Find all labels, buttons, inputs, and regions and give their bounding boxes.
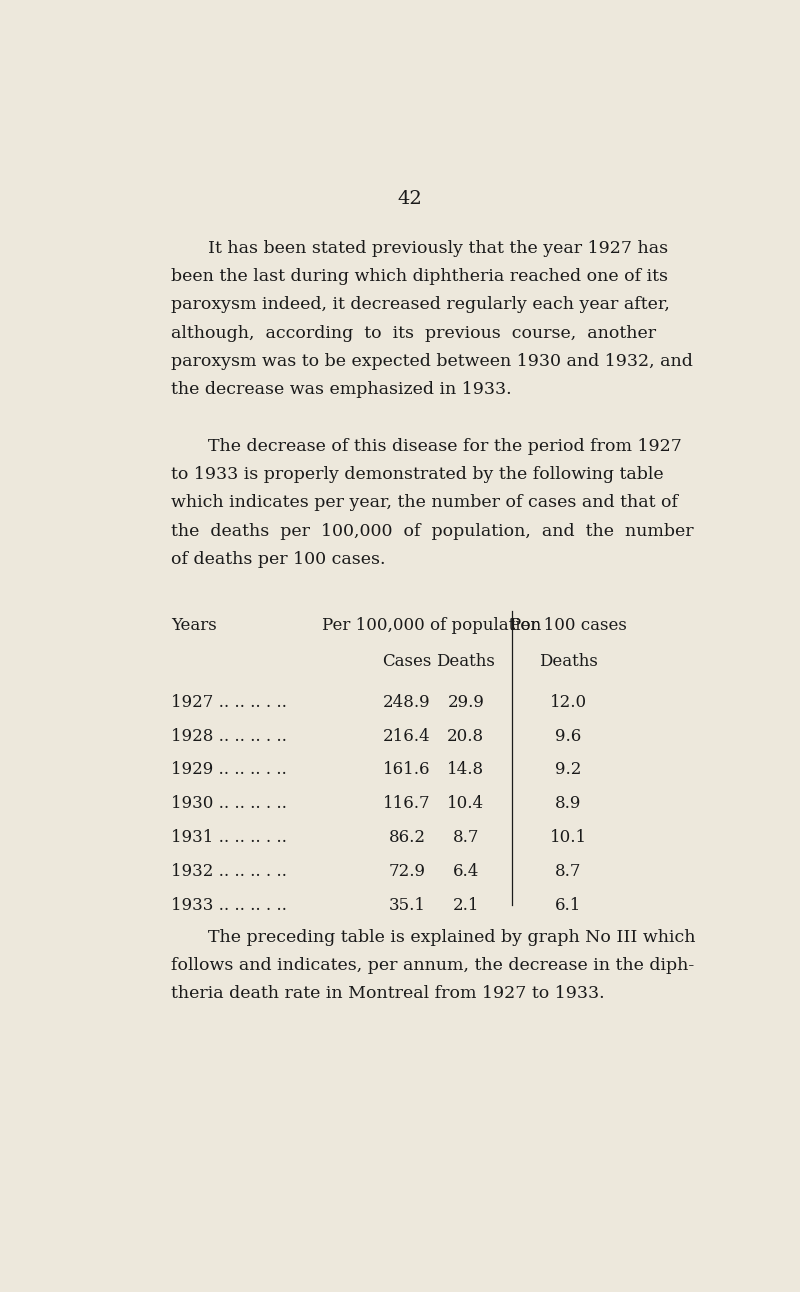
Text: 6.4: 6.4: [453, 863, 479, 880]
Text: 20.8: 20.8: [447, 727, 484, 744]
Text: theria death rate in Montreal from 1927 to 1933.: theria death rate in Montreal from 1927 …: [171, 986, 605, 1003]
Text: although,  according  to  its  previous  course,  another: although, according to its previous cour…: [171, 324, 657, 341]
Text: 72.9: 72.9: [389, 863, 426, 880]
Text: 10.1: 10.1: [550, 829, 586, 846]
Text: Deaths: Deaths: [436, 654, 495, 671]
Text: 9.6: 9.6: [555, 727, 582, 744]
Text: the  deaths  per  100,000  of  population,  and  the  number: the deaths per 100,000 of population, an…: [171, 523, 694, 540]
Text: of deaths per 100 cases.: of deaths per 100 cases.: [171, 550, 386, 568]
Text: 29.9: 29.9: [447, 694, 484, 711]
Text: to 1933 is properly demonstrated by the following table: to 1933 is properly demonstrated by the …: [171, 466, 664, 483]
Text: 8.9: 8.9: [555, 795, 582, 813]
Text: which indicates per year, the number of cases and that of: which indicates per year, the number of …: [171, 495, 678, 512]
Text: 9.2: 9.2: [555, 761, 582, 778]
Text: 6.1: 6.1: [555, 897, 582, 913]
Text: It has been stated previously that the year 1927 has: It has been stated previously that the y…: [209, 239, 669, 257]
Text: 10.4: 10.4: [447, 795, 484, 813]
Text: 86.2: 86.2: [389, 829, 426, 846]
Text: Per 100,000 of population: Per 100,000 of population: [322, 618, 542, 634]
Text: Deaths: Deaths: [538, 654, 598, 671]
Text: 161.6: 161.6: [383, 761, 430, 778]
Text: been the last during which diphtheria reached one of its: been the last during which diphtheria re…: [171, 267, 668, 286]
Text: 1933 .. .. .. . ..: 1933 .. .. .. . ..: [171, 897, 287, 913]
Text: 1932 .. .. .. . ..: 1932 .. .. .. . ..: [171, 863, 287, 880]
Text: 1930 .. .. .. . ..: 1930 .. .. .. . ..: [171, 795, 287, 813]
Text: 12.0: 12.0: [550, 694, 586, 711]
Text: 35.1: 35.1: [389, 897, 426, 913]
Text: the decrease was emphasized in 1933.: the decrease was emphasized in 1933.: [171, 381, 512, 398]
Text: 1927 .. .. .. . ..: 1927 .. .. .. . ..: [171, 694, 287, 711]
Text: 42: 42: [398, 190, 422, 208]
Text: The decrease of this disease for the period from 1927: The decrease of this disease for the per…: [209, 438, 682, 455]
Text: 116.7: 116.7: [383, 795, 430, 813]
Text: Per 100 cases: Per 100 cases: [510, 618, 626, 634]
Text: 2.1: 2.1: [453, 897, 479, 913]
Text: 8.7: 8.7: [453, 829, 479, 846]
Text: 216.4: 216.4: [383, 727, 430, 744]
Text: Cases: Cases: [382, 654, 431, 671]
Text: paroxysm was to be expected between 1930 and 1932, and: paroxysm was to be expected between 1930…: [171, 353, 693, 370]
Text: 14.8: 14.8: [447, 761, 484, 778]
Text: follows and indicates, per annum, the decrease in the diph-: follows and indicates, per annum, the de…: [171, 957, 694, 974]
Text: 1929 .. .. .. . ..: 1929 .. .. .. . ..: [171, 761, 287, 778]
Text: 8.7: 8.7: [555, 863, 582, 880]
Text: The preceding table is explained by graph No III which: The preceding table is explained by grap…: [209, 929, 696, 946]
Text: paroxysm indeed, it decreased regularly each year after,: paroxysm indeed, it decreased regularly …: [171, 296, 670, 313]
Text: 1928 .. .. .. . ..: 1928 .. .. .. . ..: [171, 727, 287, 744]
Text: 1931 .. .. .. . ..: 1931 .. .. .. . ..: [171, 829, 287, 846]
Text: Years: Years: [171, 618, 217, 634]
Text: 248.9: 248.9: [383, 694, 430, 711]
